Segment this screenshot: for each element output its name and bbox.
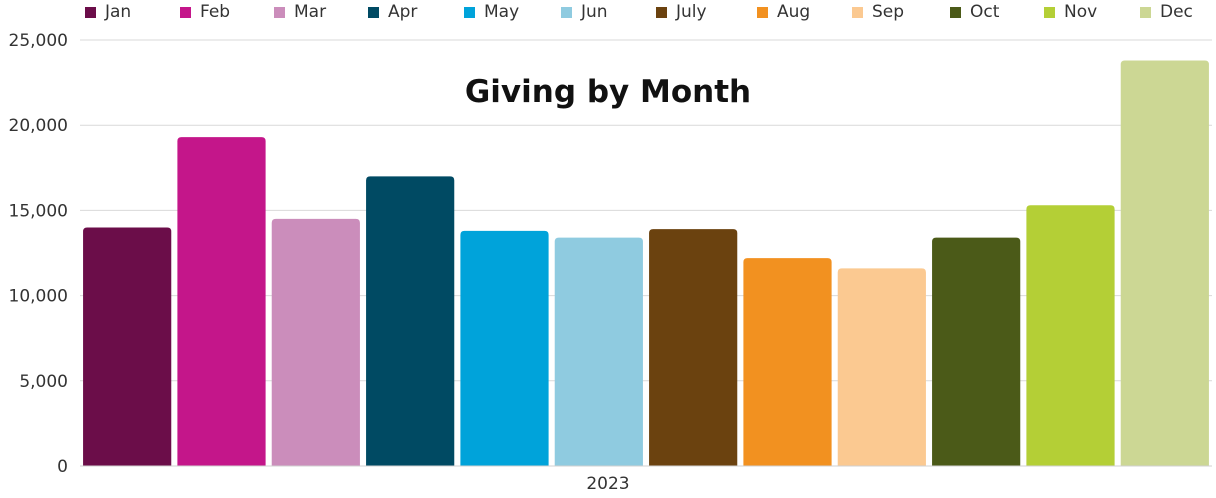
legend-label: Dec — [1160, 2, 1193, 22]
bar-feb — [177, 137, 266, 467]
legend-label: Jan — [105, 2, 132, 22]
legend-swatch — [180, 6, 191, 18]
legend-label: Oct — [970, 2, 1000, 22]
legend-swatch — [852, 6, 863, 18]
legend-item-dec: Dec — [1140, 2, 1193, 22]
legend-item-jan: Jan — [85, 2, 131, 22]
bar-july — [649, 229, 738, 466]
bar-apr — [366, 176, 455, 466]
legend-label: July — [676, 2, 707, 22]
legend-item-july: July — [656, 2, 707, 22]
legend-swatch — [368, 6, 379, 18]
legend-swatch — [757, 6, 768, 18]
y-tick-label: 15,000 — [9, 201, 68, 221]
legend-label: Feb — [200, 2, 231, 22]
legend-label: May — [484, 2, 520, 22]
bar-dec — [1120, 60, 1209, 467]
y-axis-tick-labels: 0 5,000 10,000 15,000 20,000 25,000 — [9, 31, 68, 477]
y-tick-label: 5,000 — [19, 372, 68, 392]
bar-may — [460, 230, 549, 466]
bar-oct — [932, 237, 1021, 466]
bar-mar — [271, 218, 360, 466]
legend-label: Sep — [872, 2, 905, 22]
y-tick-label: 0 — [57, 457, 68, 477]
bar-sep — [837, 268, 926, 466]
bar-jun — [554, 237, 643, 466]
chart-legend: Jan Feb Mar Apr May Jun July Aug Sep Oct… — [0, 0, 1216, 26]
legend-item-nov: Nov — [1044, 2, 1097, 22]
legend-item-oct: Oct — [950, 2, 999, 22]
bars — [83, 60, 1209, 467]
legend-item-feb: Feb — [180, 2, 230, 22]
legend-item-apr: Apr — [368, 2, 417, 22]
bar-jan — [83, 227, 172, 466]
legend-item-sep: Sep — [852, 2, 904, 22]
legend-label: Aug — [777, 2, 811, 22]
legend-swatch — [656, 6, 667, 18]
legend-label: Apr — [388, 2, 418, 22]
y-tick-label: 10,000 — [9, 287, 68, 307]
legend-label: Nov — [1064, 2, 1098, 22]
legend-item-mar: Mar — [274, 2, 326, 22]
legend-item-jun: Jun — [561, 2, 608, 22]
legend-swatch — [1140, 6, 1151, 18]
legend-label: Mar — [294, 2, 327, 22]
legend-swatch — [950, 6, 961, 18]
legend-swatch — [561, 6, 572, 18]
y-tick-label: 20,000 — [9, 116, 68, 136]
bar-aug — [743, 258, 832, 466]
legend-swatch — [85, 6, 96, 18]
bar-nov — [1026, 205, 1115, 466]
legend-label: Jun — [581, 2, 608, 22]
legend-item-may: May — [464, 2, 519, 22]
gridlines — [80, 39, 1212, 382]
chart-title: Giving by Month — [464, 74, 752, 110]
legend-item-aug: Aug — [757, 2, 810, 22]
x-category-label: 2023 — [586, 474, 630, 494]
legend-swatch — [464, 6, 475, 18]
legend-swatch — [274, 6, 285, 18]
y-tick-label: 25,000 — [9, 31, 68, 51]
legend-swatch — [1044, 6, 1055, 18]
